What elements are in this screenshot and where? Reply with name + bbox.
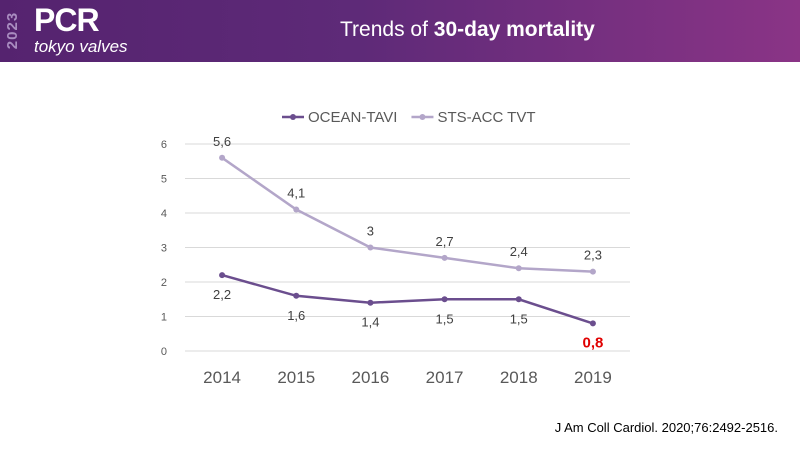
data-label: 0,8 [582, 334, 603, 351]
y-tick-label: 1 [161, 312, 167, 324]
x-tick-label: 2019 [574, 368, 612, 387]
series-line-ocean-tavi [221, 273, 594, 325]
data-label: 1,5 [436, 311, 454, 326]
data-point [219, 272, 226, 279]
data-point [219, 154, 226, 161]
data-point [293, 206, 300, 213]
y-tick-label: 5 [161, 174, 167, 186]
title-prefix: Trends of [340, 18, 434, 41]
x-tick-label: 2015 [277, 368, 315, 387]
data-point [293, 292, 300, 299]
data-label: 2,7 [436, 234, 454, 249]
data-label: 2,4 [510, 244, 528, 259]
y-tick-label: 2 [161, 277, 167, 289]
data-point [515, 265, 522, 272]
data-label: 1,6 [287, 308, 305, 323]
data-label: 5,6 [213, 134, 231, 149]
data-label: 1,5 [510, 311, 528, 326]
y-tick-label: 4 [161, 208, 167, 220]
y-tick-label: 6 [161, 139, 167, 151]
data-point [515, 296, 522, 303]
slide-title: Trends of 30-day mortality [340, 18, 595, 42]
x-tick-label: 2017 [426, 368, 464, 387]
data-label: 2,2 [213, 287, 231, 302]
data-label: 4,1 [287, 186, 305, 201]
legend-marker [290, 114, 296, 120]
header-bar: 2023 PCR tokyo valves Trends of 30-day m… [0, 0, 800, 62]
data-label: 3 [367, 224, 374, 239]
legend-label: STS-ACC TVT [437, 109, 535, 126]
title-bold: 30-day mortality [433, 18, 595, 41]
legend-marker [419, 114, 426, 120]
legend-label: OCEAN-TAVI [308, 109, 397, 126]
data-label: 1,4 [361, 315, 379, 330]
logo-subtitle: tokyo valves [34, 37, 128, 56]
logo-brand: PCR [34, 2, 100, 38]
x-tick-label: 2018 [500, 368, 538, 387]
data-point [441, 296, 448, 303]
data-point [367, 299, 374, 306]
series-line-sts-acc-tvt [221, 156, 593, 273]
data-label: 2,3 [584, 248, 602, 263]
citation: J Am Coll Cardiol. 2020;76:2492-2516. [554, 420, 778, 435]
x-tick-label: 2016 [352, 368, 390, 387]
y-tick-label: 0 [161, 346, 167, 358]
y-tick-label: 3 [161, 243, 167, 255]
data-point [441, 254, 448, 261]
data-point [589, 268, 596, 275]
data-point [367, 244, 374, 251]
data-point [589, 320, 596, 327]
x-tick-label: 2014 [203, 368, 241, 387]
